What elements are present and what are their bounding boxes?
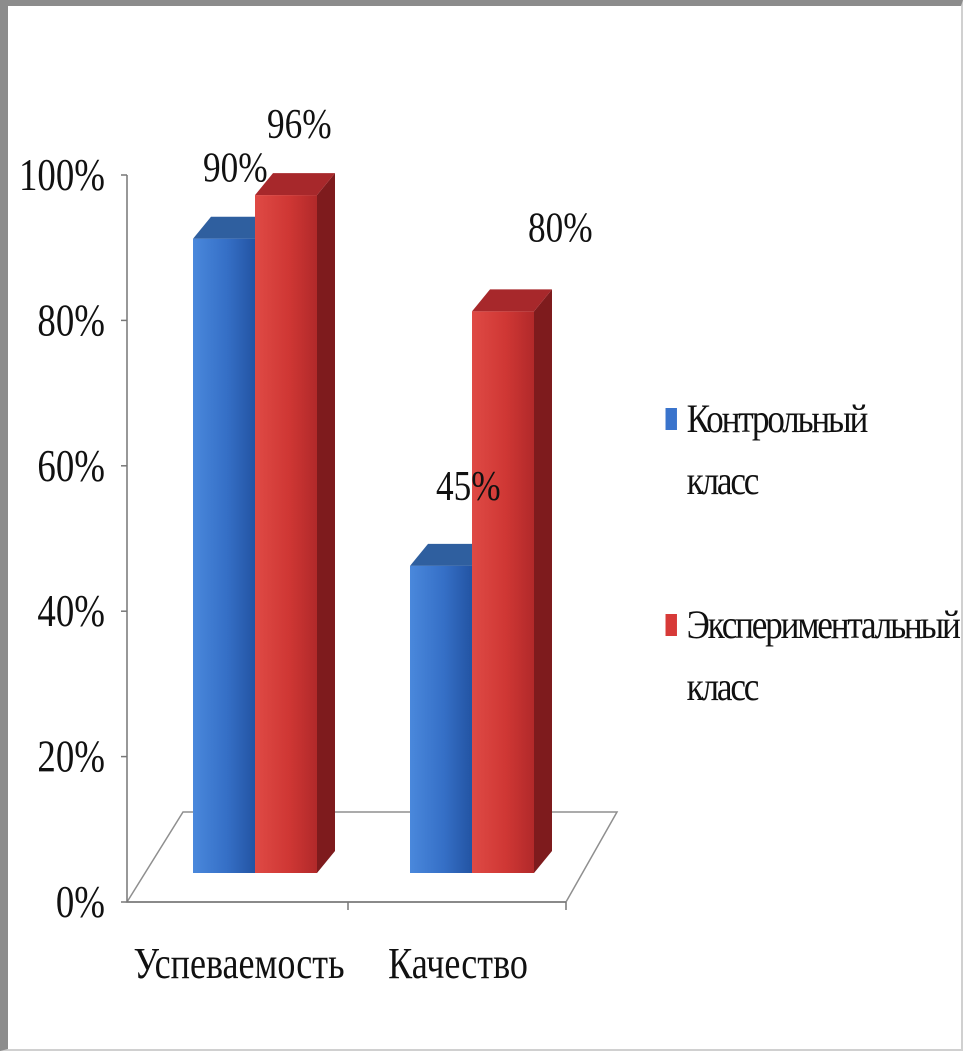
y-axis: 0% 20% 40% 60% 80% 100% xyxy=(19,150,567,927)
data-labels: 90%96% 45% 80% xyxy=(203,101,593,509)
data-label-0-1: 45% xyxy=(436,463,501,510)
legend-item-experimental: Экспериментальный класс xyxy=(662,594,961,718)
legend: Контрольный класс Экспериментальный клас… xyxy=(662,388,961,718)
y-tick-label: 80% xyxy=(37,295,105,345)
bar-top-0-0 xyxy=(193,216,273,239)
legend-item-control: Контрольный класс xyxy=(662,388,917,512)
legend-label-experimental: Экспериментальный класс xyxy=(686,602,961,709)
legend-swatch-control xyxy=(665,408,677,430)
y-tick-label: 40% xyxy=(37,586,105,636)
bars xyxy=(193,173,552,873)
bar-side-1-1 xyxy=(534,289,552,873)
bar-top-1-0 xyxy=(255,173,335,196)
x-category-label: Качество xyxy=(388,939,528,988)
y-tick-label: 100% xyxy=(19,150,105,200)
bar-0-0 xyxy=(193,238,255,873)
x-axis: Успеваемость Качество xyxy=(133,939,527,988)
legend-label-control: Контрольный класс xyxy=(686,396,869,503)
bar-0-1 xyxy=(410,565,472,873)
data-label-0-0: 90% xyxy=(203,145,268,192)
y-tick-label: 0% xyxy=(56,877,105,927)
legend-swatch-experimental xyxy=(665,614,677,636)
bar-1-0 xyxy=(255,195,317,873)
bar-top-0-1 xyxy=(410,543,490,566)
data-label-1-0: 96% xyxy=(267,101,332,148)
x-category-label: Успеваемость xyxy=(133,939,344,988)
bar-top-1-1 xyxy=(472,289,552,312)
y-tick-label: 60% xyxy=(37,440,105,490)
y-tick-label: 20% xyxy=(37,731,105,781)
bar-1-1 xyxy=(472,311,534,873)
data-label-1-1: 80% xyxy=(528,205,593,252)
bar-side-1-0 xyxy=(317,173,335,873)
